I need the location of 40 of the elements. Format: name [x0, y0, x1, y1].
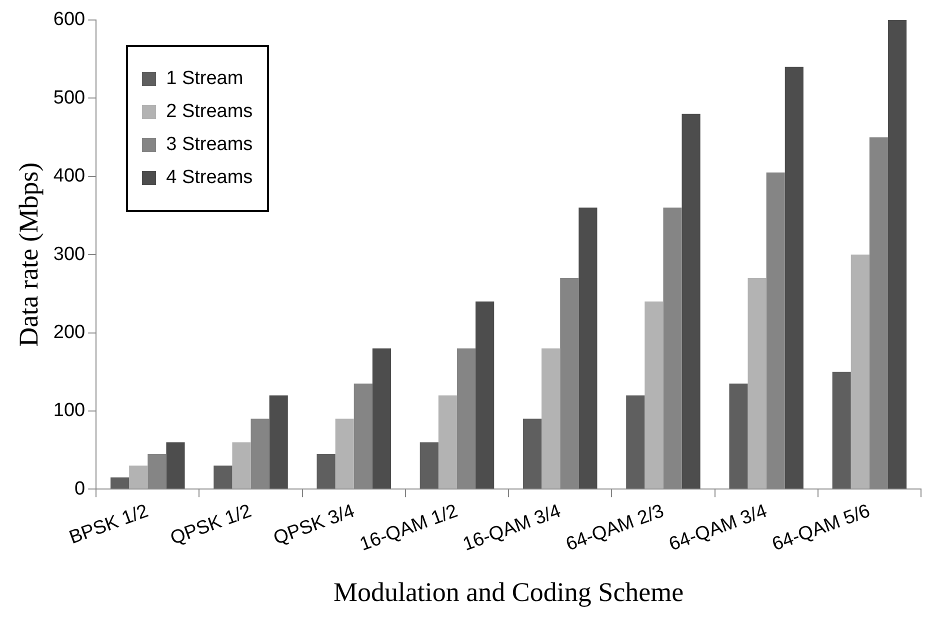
bar [110, 477, 130, 489]
x-tick-label: QPSK 3/4 [270, 500, 358, 550]
legend-label: 1 Stream [166, 68, 244, 90]
x-axis-title: Modulation and Coding Scheme [333, 576, 684, 607]
legend-label: 4 Streams [166, 167, 253, 189]
bar [420, 442, 438, 489]
bar [522, 418, 542, 489]
bar [850, 254, 870, 489]
bar [542, 348, 560, 489]
bar [476, 301, 494, 489]
y-tick-label: 600 [53, 9, 86, 30]
bar [784, 66, 804, 489]
x-tick-label: QPSK 1/2 [168, 500, 254, 550]
bar [729, 384, 748, 489]
x-tick-label: BPSK 1/2 [66, 500, 152, 549]
bar [888, 20, 907, 489]
bar [372, 348, 391, 489]
bar [335, 418, 354, 489]
y-tick-label: 300 [53, 244, 86, 265]
bar [316, 454, 336, 489]
y-tick-label: 0 [74, 478, 86, 500]
bar [438, 395, 457, 489]
bar [832, 372, 851, 489]
y-tick-label: 100 [53, 400, 86, 422]
bar [682, 114, 700, 489]
bar [626, 395, 645, 489]
bar [269, 395, 288, 489]
y-axis-title: Data rate (Mbps) [13, 162, 44, 347]
y-tick-label: 200 [53, 322, 86, 343]
y-tick-label: 400 [53, 166, 86, 187]
bar [166, 442, 185, 489]
legend-label: 3 Streams [166, 134, 253, 156]
y-tick-label: 500 [53, 87, 86, 108]
bar [129, 466, 148, 489]
bar [644, 301, 664, 489]
bar [214, 466, 232, 489]
bar [748, 278, 766, 489]
bar [232, 442, 251, 489]
bar [578, 208, 598, 489]
legend-label: 2 Streams [166, 101, 253, 123]
